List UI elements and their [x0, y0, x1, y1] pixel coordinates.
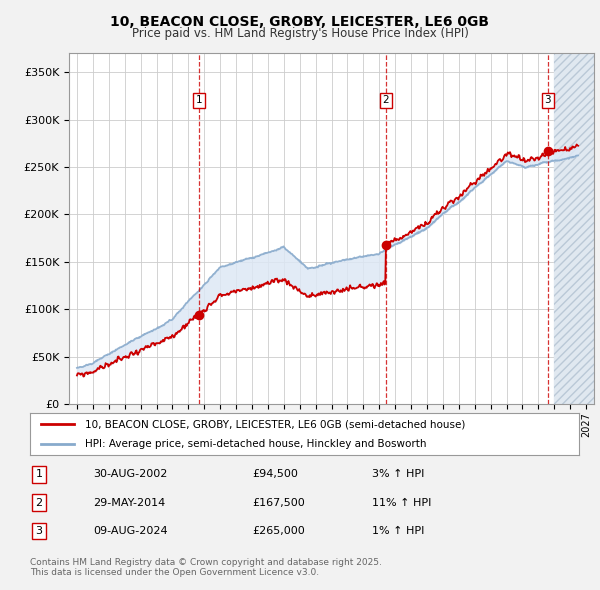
Text: 1: 1: [196, 96, 202, 106]
Text: HPI: Average price, semi-detached house, Hinckley and Bosworth: HPI: Average price, semi-detached house,…: [85, 439, 427, 449]
Text: Price paid vs. HM Land Registry's House Price Index (HPI): Price paid vs. HM Land Registry's House …: [131, 27, 469, 40]
Text: £167,500: £167,500: [252, 498, 305, 507]
Text: 10, BEACON CLOSE, GROBY, LEICESTER, LE6 0GB (semi-detached house): 10, BEACON CLOSE, GROBY, LEICESTER, LE6 …: [85, 419, 465, 430]
Text: 1: 1: [35, 470, 43, 479]
Text: 29-MAY-2014: 29-MAY-2014: [93, 498, 165, 507]
Bar: [554, 53, 594, 404]
Text: 10, BEACON CLOSE, GROBY, LEICESTER, LE6 0GB: 10, BEACON CLOSE, GROBY, LEICESTER, LE6 …: [110, 15, 490, 30]
Text: 09-AUG-2024: 09-AUG-2024: [93, 526, 167, 536]
Bar: [554, 53, 594, 404]
Text: 11% ↑ HPI: 11% ↑ HPI: [372, 498, 431, 507]
Text: £94,500: £94,500: [252, 470, 298, 479]
Text: 1% ↑ HPI: 1% ↑ HPI: [372, 526, 424, 536]
Text: 2: 2: [35, 498, 43, 507]
Text: 2: 2: [382, 96, 389, 106]
Text: 30-AUG-2002: 30-AUG-2002: [93, 470, 167, 479]
Text: £265,000: £265,000: [252, 526, 305, 536]
Text: 3% ↑ HPI: 3% ↑ HPI: [372, 470, 424, 479]
Text: 3: 3: [35, 526, 43, 536]
Text: 3: 3: [545, 96, 551, 106]
Text: Contains HM Land Registry data © Crown copyright and database right 2025.
This d: Contains HM Land Registry data © Crown c…: [30, 558, 382, 577]
